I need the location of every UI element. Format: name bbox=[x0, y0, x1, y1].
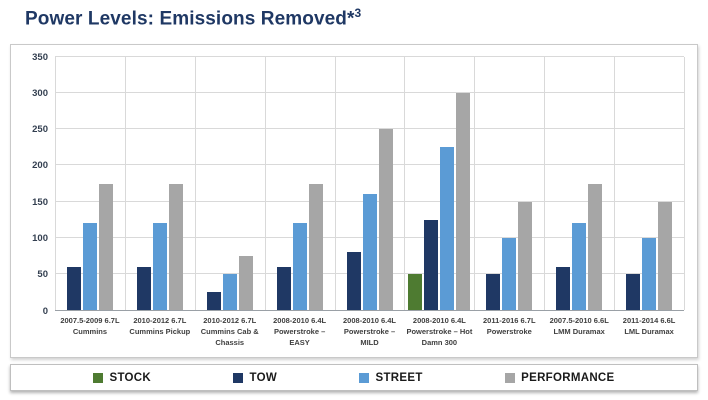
gridline-vertical bbox=[684, 57, 685, 310]
gridline-vertical bbox=[124, 57, 126, 310]
x-category-label: 2008-2010 6.4L Powerstroke – Hot Damn 30… bbox=[406, 316, 473, 347]
plot-area bbox=[55, 56, 685, 311]
gridline-horizontal bbox=[55, 92, 684, 94]
legend-swatch-icon bbox=[359, 372, 370, 383]
bar-group bbox=[55, 57, 125, 310]
y-tick-label: 300 bbox=[32, 87, 48, 99]
bar-group bbox=[614, 57, 684, 310]
gridline-horizontal bbox=[55, 164, 684, 166]
legend-swatch-icon bbox=[93, 372, 104, 383]
gridline-vertical bbox=[194, 57, 196, 310]
bar-group bbox=[544, 57, 614, 310]
y-tick-label: 0 bbox=[42, 305, 48, 317]
gridline-vertical bbox=[334, 57, 336, 310]
bar-street bbox=[502, 237, 517, 310]
x-category-label: 2010-2012 6.7L Cummins Pickup bbox=[129, 316, 191, 336]
legend-label: TOW bbox=[249, 371, 278, 384]
legend-item-street: STREET bbox=[359, 372, 422, 384]
bar-group bbox=[265, 57, 335, 310]
x-axis: 2007.5-2009 6.7L Cummins 2010-2012 6.7L C… bbox=[55, 316, 684, 349]
bar-tow bbox=[66, 266, 81, 310]
bar-performance bbox=[456, 93, 471, 310]
x-category-label: 2011-2016 6.7L Powerstroke bbox=[483, 316, 536, 336]
bar-tow bbox=[424, 219, 439, 310]
gridline-horizontal bbox=[55, 128, 684, 130]
bar-group bbox=[474, 57, 544, 310]
bar-performance bbox=[168, 183, 183, 310]
bar-group bbox=[195, 57, 265, 310]
y-tick-label: 250 bbox=[32, 123, 48, 135]
bar-street bbox=[222, 273, 237, 310]
gridline-vertical bbox=[55, 57, 56, 310]
y-tick-label: 350 bbox=[32, 51, 48, 63]
bar-street bbox=[642, 237, 657, 310]
bar-performance bbox=[378, 129, 393, 310]
legend-swatch-icon bbox=[505, 372, 516, 383]
legend-swatch-icon bbox=[233, 372, 244, 383]
gridline-vertical bbox=[614, 57, 616, 310]
bar-performance bbox=[308, 183, 323, 310]
bar-groups bbox=[55, 57, 684, 310]
y-tick-label: 100 bbox=[32, 232, 48, 244]
bar-street bbox=[362, 194, 377, 310]
bar-tow bbox=[556, 266, 571, 310]
legend-label: STOCK bbox=[109, 371, 152, 384]
gridline-vertical bbox=[544, 57, 546, 310]
bar-stock bbox=[408, 273, 423, 310]
bar-group bbox=[335, 57, 405, 310]
bar-street bbox=[440, 147, 455, 310]
page-title-superscript: 3 bbox=[354, 6, 362, 20]
legend-label: PERFORMANCE bbox=[521, 371, 615, 384]
bar-tow bbox=[276, 266, 291, 310]
legend: STOCK TOW STREET PERFORMANCE bbox=[10, 364, 698, 391]
plot-row: 0 50 100 150 200 250 300 350 bbox=[11, 52, 697, 315]
x-category-label: 2008-2010 6.4L Powerstroke – EASY bbox=[273, 316, 327, 347]
x-category-label: 2011-2014 6.6L LML Duramax bbox=[622, 316, 676, 336]
bar-group bbox=[125, 57, 195, 310]
x-category-label: 2007.5-2010 6.6L LMM Duramax bbox=[549, 316, 609, 336]
bar-performance bbox=[658, 201, 673, 310]
bar-tow bbox=[486, 273, 501, 310]
gridline-horizontal bbox=[55, 56, 684, 57]
bar-street bbox=[572, 223, 587, 310]
bar-tow bbox=[136, 266, 151, 310]
legend-item-stock: STOCK bbox=[93, 372, 151, 384]
bar-performance bbox=[238, 255, 253, 310]
y-tick-label: 200 bbox=[32, 160, 48, 172]
x-category-label: 2010-2012 6.7L Cummins Cab & Chassis bbox=[200, 316, 259, 347]
gridline-vertical bbox=[264, 57, 266, 310]
bar-tow bbox=[346, 252, 361, 310]
bar-performance bbox=[518, 201, 533, 310]
bar-street bbox=[82, 223, 97, 310]
y-axis: 0 50 100 150 200 250 300 350 bbox=[11, 52, 55, 315]
bar-performance bbox=[588, 183, 603, 310]
bar-group bbox=[404, 57, 474, 310]
legend-label: STREET bbox=[375, 371, 423, 384]
bar-street bbox=[292, 223, 307, 310]
bar-tow bbox=[206, 291, 221, 310]
gridline-vertical bbox=[404, 57, 406, 310]
bar-performance bbox=[98, 183, 113, 310]
page-title-text: Power Levels: Emissions Removed* bbox=[25, 8, 355, 30]
gridline-vertical bbox=[474, 57, 476, 310]
page-title: Power Levels: Emissions Removed*3 bbox=[25, 6, 361, 30]
bar-street bbox=[152, 223, 167, 310]
x-category-label: 2007.5-2009 6.7L Cummins bbox=[60, 316, 120, 336]
y-tick-label: 150 bbox=[32, 196, 48, 208]
x-category-label: 2008-2010 6.4L Powerstroke – MILD bbox=[343, 316, 396, 347]
y-tick-label: 50 bbox=[37, 268, 48, 280]
legend-item-performance: PERFORMANCE bbox=[505, 372, 614, 384]
legend-item-tow: TOW bbox=[233, 372, 277, 384]
bar-chart: 0 50 100 150 200 250 300 350 2007.5-2009 6.7L C… bbox=[10, 44, 698, 358]
bar-tow bbox=[626, 273, 641, 310]
